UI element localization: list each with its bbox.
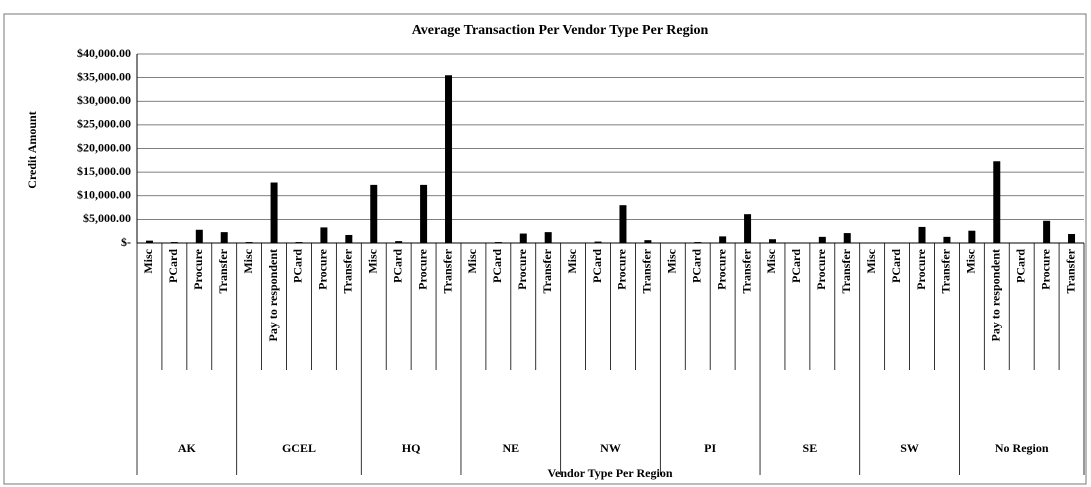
bar <box>170 242 178 243</box>
bar <box>370 184 378 243</box>
x-tick-label: Transfer <box>1063 248 1077 293</box>
x-tick-label: Pay to respondent <box>989 249 1003 341</box>
x-tick-label: Procure <box>814 248 828 290</box>
bar <box>320 227 328 243</box>
x-tick-label: Transfer <box>216 248 230 293</box>
x-tick-label: Misc <box>366 248 380 273</box>
group-label: HQ <box>402 441 421 455</box>
bar <box>619 205 627 243</box>
y-tick-label: $15,000.00 <box>77 164 131 178</box>
x-tick-label: PCard <box>291 249 305 283</box>
group-label: GCEL <box>282 441 316 455</box>
bar <box>270 182 278 243</box>
bar <box>1043 220 1051 243</box>
bar <box>768 239 776 243</box>
group-label: NE <box>502 441 519 455</box>
x-tick-label: Procure <box>316 248 330 290</box>
x-tick-label: Misc <box>241 248 255 273</box>
x-tick-label: Transfer <box>939 248 953 293</box>
bar <box>943 236 951 243</box>
bar <box>843 233 851 243</box>
x-tick-label: Misc <box>665 248 679 273</box>
y-tick-label: $20,000.00 <box>77 140 131 154</box>
chart-border <box>3 13 1087 485</box>
x-tick-label: Procure <box>615 248 629 290</box>
x-tick-label: PCard <box>689 249 703 283</box>
x-tick-label: Transfer <box>540 248 554 293</box>
bar <box>494 242 502 243</box>
bar <box>694 242 702 243</box>
bar <box>195 229 203 243</box>
y-tick-label: $10,000.00 <box>77 188 131 202</box>
x-axis-title: Vendor Type Per Region <box>547 466 672 480</box>
x-tick-label: Transfer <box>440 248 454 293</box>
group-label: AK <box>178 441 197 455</box>
x-tick-label: PCard <box>789 249 803 283</box>
x-tick-label: Misc <box>864 248 878 273</box>
bar <box>644 240 652 243</box>
x-tick-label: Procure <box>714 248 728 290</box>
bar <box>818 236 826 243</box>
bar <box>968 230 976 243</box>
bar <box>544 232 552 243</box>
y-axis-title: Credit Amount <box>25 111 39 188</box>
bar <box>220 232 228 243</box>
x-tick-label: PCard <box>490 249 504 283</box>
bar <box>918 226 926 243</box>
bar <box>719 236 727 243</box>
group-label: SE <box>803 441 818 455</box>
x-tick-label: PCard <box>390 249 404 283</box>
y-tick-label: $40,000.00 <box>77 46 131 60</box>
group-label: PI <box>704 441 716 455</box>
x-tick-label: Transfer <box>341 248 355 293</box>
x-tick-label: Transfer <box>739 248 753 293</box>
y-tick-label: $35,000.00 <box>77 69 131 83</box>
x-tick-label: Transfer <box>839 248 853 293</box>
bar <box>1068 234 1076 243</box>
x-tick-label: Transfer <box>640 248 654 293</box>
y-tick-label: $30,000.00 <box>77 93 131 107</box>
x-tick-label: PCard <box>1013 249 1027 283</box>
y-tick-label: $- <box>121 235 131 249</box>
group-label: NW <box>600 441 621 455</box>
x-tick-label: Pay to respondent <box>266 249 280 341</box>
y-tick-label: $5,000.00 <box>83 211 131 225</box>
y-tick-label: $25,000.00 <box>77 117 131 131</box>
bar <box>420 184 428 243</box>
chart-title: Average Transaction Per Vendor Type Per … <box>412 23 709 38</box>
x-tick-label: Procure <box>1038 248 1052 290</box>
bar <box>395 241 403 243</box>
bar <box>245 242 253 243</box>
x-tick-label: Misc <box>764 248 778 273</box>
x-tick-label: PCard <box>590 249 604 283</box>
x-tick-label: PCard <box>166 249 180 283</box>
x-tick-label: Procure <box>914 248 928 290</box>
bar <box>345 234 353 243</box>
group-label: SW <box>900 441 919 455</box>
group-label: No Region <box>995 441 1049 455</box>
x-tick-label: Misc <box>964 248 978 273</box>
bar <box>993 161 1001 243</box>
bar <box>445 75 453 243</box>
x-tick-label: Procure <box>515 248 529 290</box>
bar <box>295 242 303 243</box>
bar <box>519 233 527 243</box>
x-tick-label: Misc <box>465 248 479 273</box>
x-tick-label: PCard <box>889 249 903 283</box>
bar <box>145 240 153 243</box>
x-tick-label: Misc <box>565 248 579 273</box>
x-tick-label: Procure <box>415 248 429 290</box>
bar <box>594 241 602 243</box>
bar <box>744 214 752 243</box>
x-tick-label: Misc <box>141 248 155 273</box>
x-tick-label: Procure <box>191 248 205 290</box>
